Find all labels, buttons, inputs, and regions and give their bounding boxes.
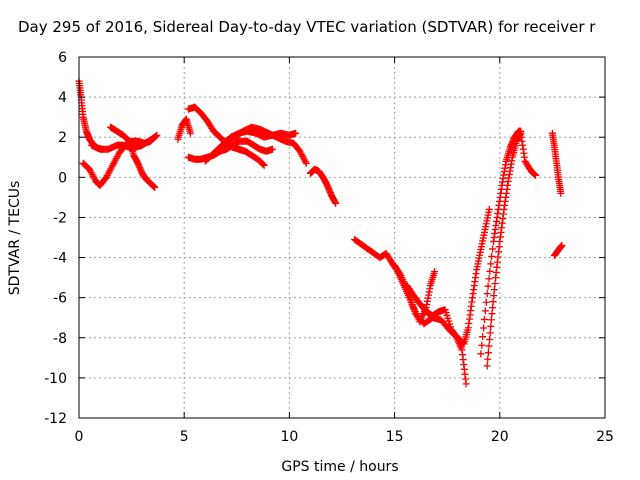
data-point [260, 161, 268, 169]
axis-ticks: 0 5 10 15 20 25 -12 -10 -8 -6 -4 -2 0 2 4 6 [44, 50, 614, 445]
y-tick-label: 2 [58, 130, 67, 146]
y-tick-label: -4 [53, 251, 67, 267]
series-1 [75, 77, 106, 153]
data-point [491, 280, 499, 288]
data-point [259, 160, 267, 168]
data-point [302, 159, 310, 167]
x-axis-label: GPS time / hours [281, 459, 398, 475]
data-point [482, 298, 490, 306]
data-point [459, 339, 467, 347]
data-point [487, 260, 495, 268]
data-point [489, 245, 497, 253]
data-point [486, 329, 494, 337]
data-point [558, 242, 566, 250]
series-4 [107, 123, 159, 191]
data-point [488, 310, 496, 318]
y-axis-label: SDTVAR / TECUs [7, 181, 23, 296]
x-tick-label: 10 [280, 429, 298, 445]
data-point [478, 341, 486, 349]
data-point [483, 362, 491, 370]
x-tick-label: 0 [75, 429, 84, 445]
series-16 [548, 129, 565, 197]
series-11 [351, 236, 470, 388]
x-tick-label: 20 [491, 429, 509, 445]
y-tick-label: -8 [53, 331, 67, 347]
data-point [187, 129, 195, 137]
data-point [332, 199, 340, 207]
data-point [487, 316, 495, 324]
data-point [269, 145, 277, 153]
plot-frame [78, 56, 606, 419]
data-point [480, 324, 488, 332]
y-tick-label: -2 [53, 210, 67, 226]
series-14 [477, 127, 525, 358]
data-point [490, 286, 498, 294]
data-point [151, 183, 159, 191]
y-tick-label: -6 [53, 291, 67, 307]
data-point [431, 268, 439, 276]
data-point [151, 133, 159, 141]
data-point [481, 307, 489, 315]
data-point [462, 380, 470, 388]
data-point [483, 290, 491, 298]
data-point [488, 252, 496, 260]
x-tick-label: 25 [596, 429, 614, 445]
data-point [486, 335, 494, 343]
x-tick-label: 5 [180, 429, 189, 445]
data-point [480, 315, 488, 323]
data-point [532, 171, 540, 179]
y-tick-label: 0 [58, 170, 67, 186]
grid-lines [79, 57, 605, 418]
data-point [477, 350, 485, 358]
data-point [484, 349, 492, 357]
chart-title: Day 295 of 2016, Sidereal Day-to-day VTE… [18, 18, 596, 36]
data-point [489, 298, 497, 306]
data-point [479, 333, 487, 341]
data-point [292, 129, 300, 137]
x-tick-label: 15 [386, 429, 404, 445]
y-tick-label: 4 [58, 90, 67, 106]
data-point [489, 304, 497, 312]
data-point [484, 282, 492, 290]
series-9 [222, 123, 310, 167]
series-10 [306, 165, 340, 207]
series-15 [483, 129, 540, 370]
data-point [485, 275, 493, 283]
y-tick-label: -12 [44, 411, 67, 427]
y-tick-label: -10 [44, 371, 67, 387]
series-13 [403, 205, 493, 348]
data-point [487, 322, 495, 330]
data-point [557, 189, 565, 197]
data-point [485, 205, 493, 213]
data-points [75, 77, 566, 388]
data-point [490, 292, 498, 300]
data-point [485, 342, 493, 350]
data-point [484, 355, 492, 363]
y-tick-label: 6 [58, 50, 67, 66]
series-17 [551, 242, 566, 260]
data-point [486, 267, 494, 275]
series-5 [174, 115, 195, 143]
